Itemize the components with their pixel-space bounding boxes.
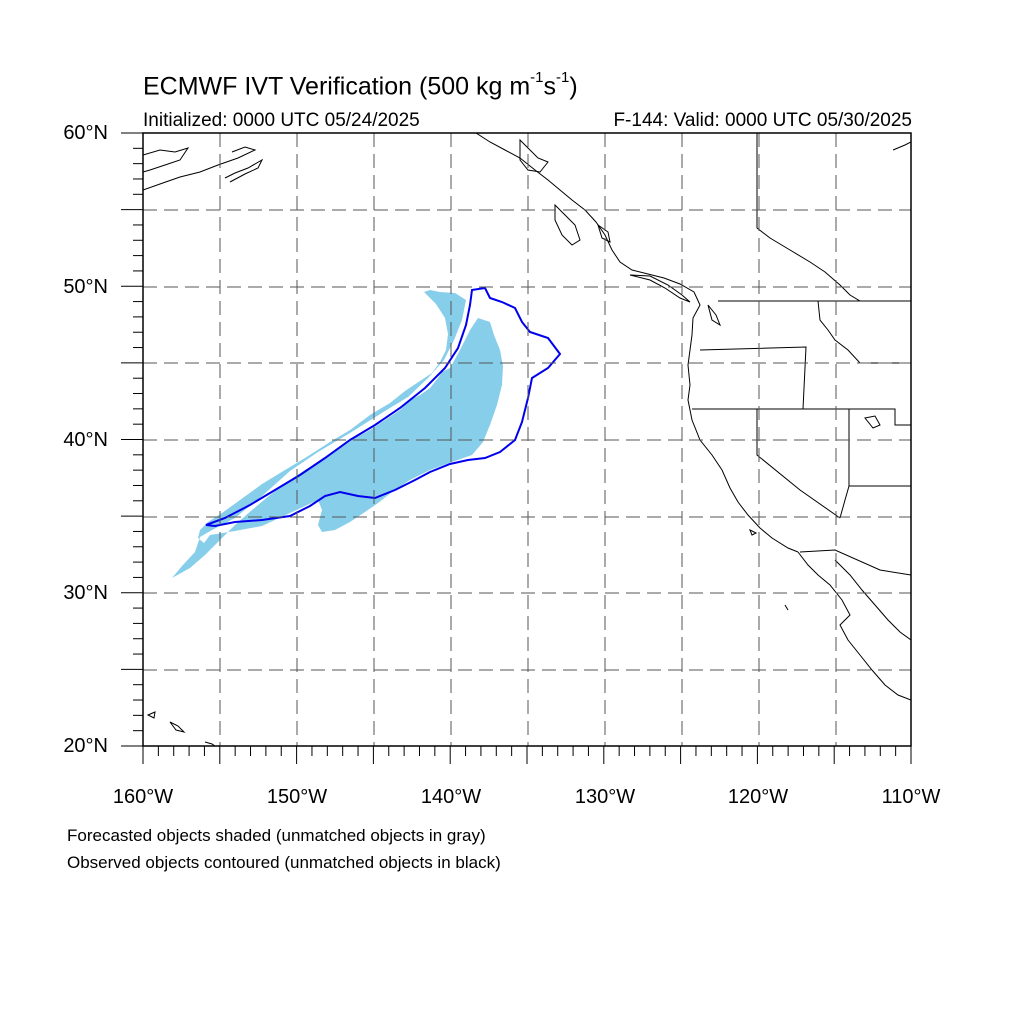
lon-label-120w: 120°W <box>727 786 789 808</box>
legend-note-observed: Observed objects contoured (unmatched ob… <box>67 853 501 872</box>
state-borders <box>692 133 911 576</box>
coastlines <box>143 133 911 746</box>
chart-title: ECMWF IVT Verification (500 kg m-1s-1) <box>143 69 578 101</box>
lon-label-150w: 150°W <box>266 786 328 808</box>
lat-label-30: 30°N <box>63 582 108 604</box>
lat-label-20: 20°N <box>63 735 108 757</box>
lat-label-60: 60°N <box>63 122 108 144</box>
lon-label-110w: 110°W <box>881 786 941 808</box>
legend-note-forecast: Forecasted objects shaded (unmatched obj… <box>67 826 486 845</box>
observed-contour <box>205 286 562 528</box>
lon-label-160w: 160°W <box>112 786 174 808</box>
initialized-label: Initialized: 0000 UTC 05/24/2025 <box>143 110 420 131</box>
forecast-object <box>172 290 503 578</box>
lat-label-50: 50°N <box>63 276 108 298</box>
valid-time-label: F-144: Valid: 0000 UTC 05/30/2025 <box>613 110 912 131</box>
lat-label-40: 40°N <box>63 429 108 451</box>
lon-label-140w: 140°W <box>420 786 482 808</box>
lon-label-130w: 130°W <box>574 786 636 808</box>
graticule <box>143 133 911 746</box>
axis-ticks <box>121 132 912 764</box>
